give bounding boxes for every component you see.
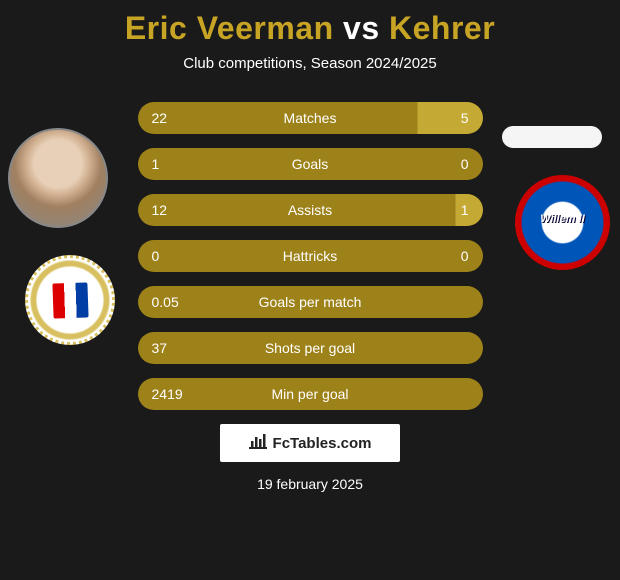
player2-avatar — [502, 126, 602, 148]
stat-label: Goals — [192, 148, 429, 180]
chart-icon — [249, 433, 267, 453]
player2-club-logo: Willem II Tilburg — [515, 175, 610, 270]
stat-label: Goals per match — [192, 286, 429, 318]
stat-label: Min per goal — [192, 378, 429, 410]
stat-right-value: 0 — [429, 240, 483, 272]
stat-row: 37Shots per goal — [138, 332, 483, 364]
stat-right-value — [429, 378, 483, 410]
stat-right-value: 1 — [429, 194, 483, 226]
subtitle: Club competitions, Season 2024/2025 — [0, 55, 620, 72]
stat-right-value — [429, 332, 483, 364]
stat-left-value: 2419 — [138, 378, 192, 410]
stat-row: 12Assists1 — [138, 194, 483, 226]
stat-label: Hattricks — [192, 240, 429, 272]
brand-text: FcTables.com — [273, 435, 372, 452]
stat-left-value: 0.05 — [138, 286, 192, 318]
stat-right-value: 5 — [429, 102, 483, 134]
vs-text: vs — [343, 10, 380, 46]
stat-left-value: 22 — [138, 102, 192, 134]
stat-row: 2419Min per goal — [138, 378, 483, 410]
stat-row: 1Goals0 — [138, 148, 483, 180]
stat-label: Shots per goal — [192, 332, 429, 364]
comparison-title: Eric Veerman vs Kehrer — [0, 10, 620, 47]
player1-avatar — [8, 128, 108, 228]
player2-club-sub: Tilburg — [552, 226, 573, 233]
stat-row: 22Matches5 — [138, 102, 483, 134]
brand-badge: FcTables.com — [220, 424, 400, 462]
date-text: 19 february 2025 — [0, 476, 620, 492]
player2-name: Kehrer — [389, 10, 495, 46]
stat-left-value: 1 — [138, 148, 192, 180]
stat-left-value: 0 — [138, 240, 192, 272]
stat-left-value: 37 — [138, 332, 192, 364]
stats-container: 22Matches51Goals012Assists10Hattricks00.… — [138, 102, 483, 410]
stat-label: Assists — [192, 194, 429, 226]
player1-club-logo — [25, 255, 115, 345]
player2-club-name: Willem II — [540, 213, 585, 225]
stat-label: Matches — [192, 102, 429, 134]
stat-right-value: 0 — [429, 148, 483, 180]
stat-left-value: 12 — [138, 194, 192, 226]
stat-row: 0.05Goals per match — [138, 286, 483, 318]
stat-row: 0Hattricks0 — [138, 240, 483, 272]
player1-name: Eric Veerman — [125, 10, 334, 46]
stat-right-value — [429, 286, 483, 318]
